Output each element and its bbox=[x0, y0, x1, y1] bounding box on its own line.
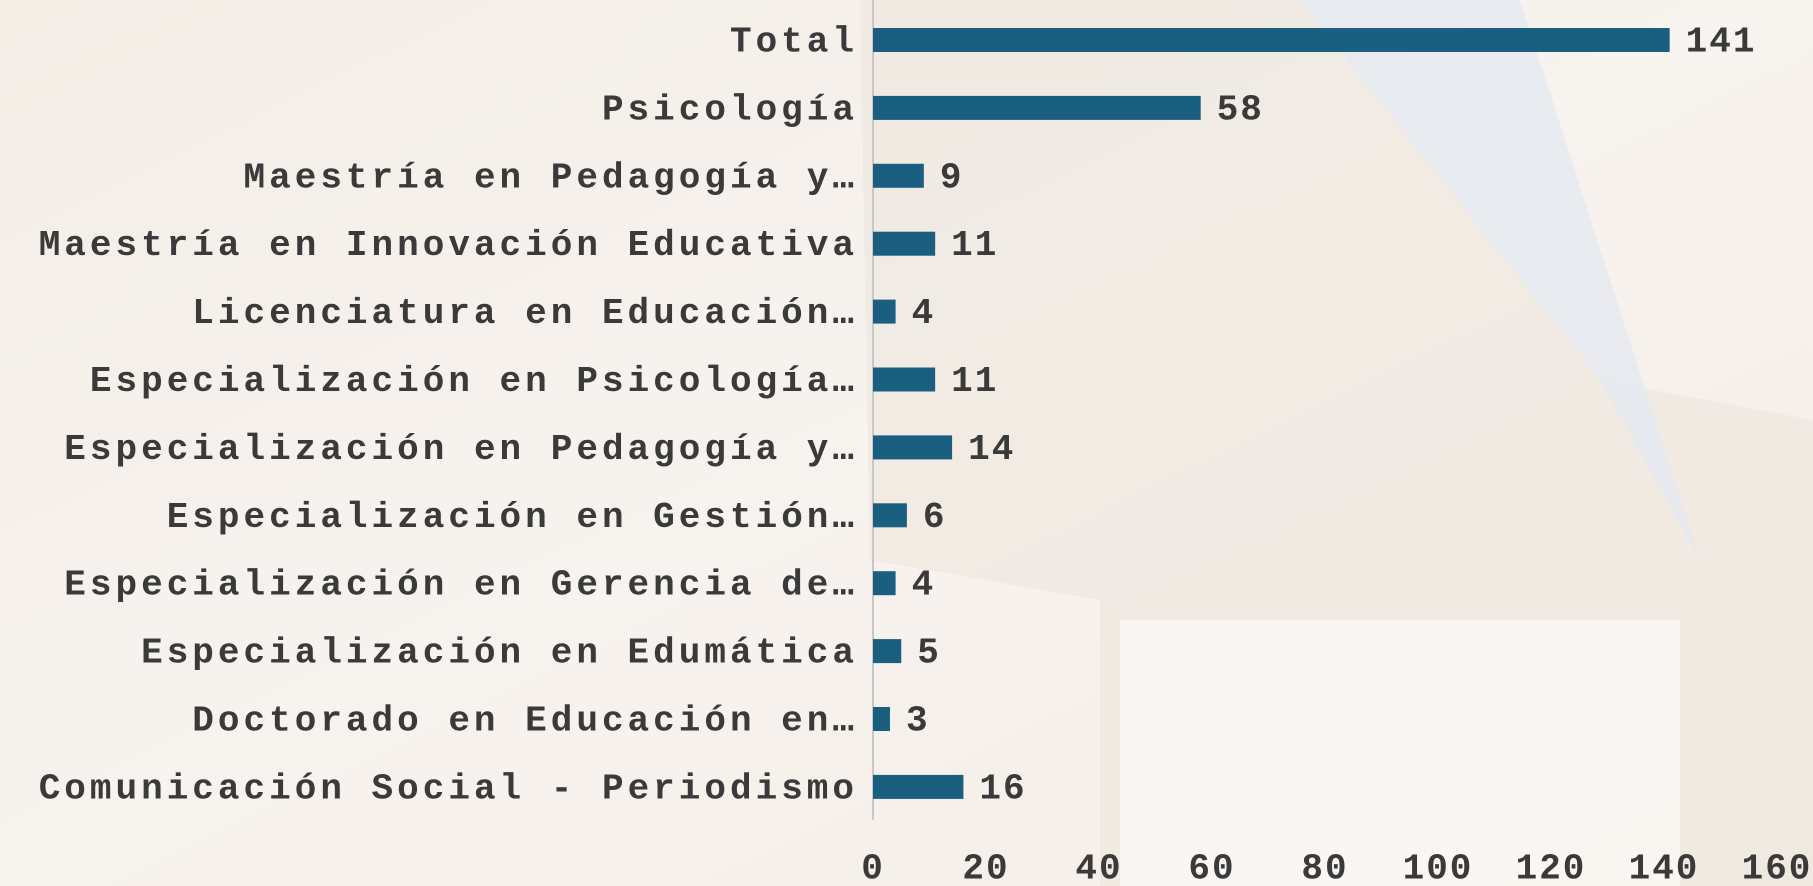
bar bbox=[873, 163, 924, 188]
x-tick-label: 40 bbox=[1075, 849, 1122, 886]
data-label: 11 bbox=[951, 225, 998, 266]
x-tick-label: 80 bbox=[1301, 849, 1348, 886]
y-tick-label: Maestría en Pedagogía y… bbox=[244, 157, 858, 198]
bar bbox=[873, 231, 936, 256]
bar bbox=[873, 571, 896, 596]
y-tick-label: Especialización en Edumática bbox=[141, 633, 858, 674]
data-label: 11 bbox=[951, 361, 998, 402]
bar bbox=[873, 503, 907, 528]
x-tick-label: 100 bbox=[1403, 849, 1474, 886]
y-tick-label: Comunicación Social - Periodismo bbox=[39, 768, 858, 809]
bar bbox=[873, 28, 1670, 52]
data-label: 141 bbox=[1686, 22, 1757, 63]
bar bbox=[873, 95, 1201, 120]
data-label: 4 bbox=[912, 565, 936, 606]
y-tick-label: Especialización en Gerencia de… bbox=[64, 565, 858, 606]
y-tick-label: Maestría en Innovación Educativa bbox=[39, 225, 858, 266]
x-tick-label: 140 bbox=[1629, 849, 1700, 886]
data-label: 14 bbox=[968, 429, 1015, 470]
y-tick-label: Especialización en Pedagogía y… bbox=[64, 429, 858, 470]
data-label: 58 bbox=[1217, 89, 1264, 130]
data-label: 6 bbox=[923, 497, 947, 538]
x-tick-label: 120 bbox=[1516, 849, 1587, 886]
data-label: 16 bbox=[979, 768, 1026, 809]
background-building bbox=[1300, 0, 1700, 560]
x-tick-label: 60 bbox=[1188, 849, 1235, 886]
data-label: 5 bbox=[917, 633, 941, 674]
data-label: 3 bbox=[906, 701, 930, 742]
y-tick-label: Doctorado en Educación en… bbox=[192, 701, 858, 742]
y-tick-label: Licenciatura en Educación… bbox=[192, 293, 858, 334]
bar bbox=[873, 299, 896, 324]
y-tick-label: Especialización en Psicología… bbox=[90, 361, 858, 402]
data-label: 9 bbox=[940, 157, 964, 198]
bar bbox=[873, 639, 902, 664]
y-tick-label: Total bbox=[730, 22, 858, 63]
background-building bbox=[1120, 620, 1680, 886]
y-tick-label: Psicología bbox=[602, 89, 858, 130]
bar bbox=[873, 707, 890, 731]
x-tick-label: 160 bbox=[1742, 849, 1813, 886]
data-label: 4 bbox=[912, 293, 936, 334]
x-tick-label: 0 bbox=[861, 849, 885, 886]
bar bbox=[873, 367, 936, 392]
y-tick-label: Especialización en Gestión… bbox=[167, 497, 858, 538]
bar bbox=[873, 774, 964, 799]
bar bbox=[873, 435, 953, 460]
x-tick-label: 20 bbox=[962, 849, 1009, 886]
